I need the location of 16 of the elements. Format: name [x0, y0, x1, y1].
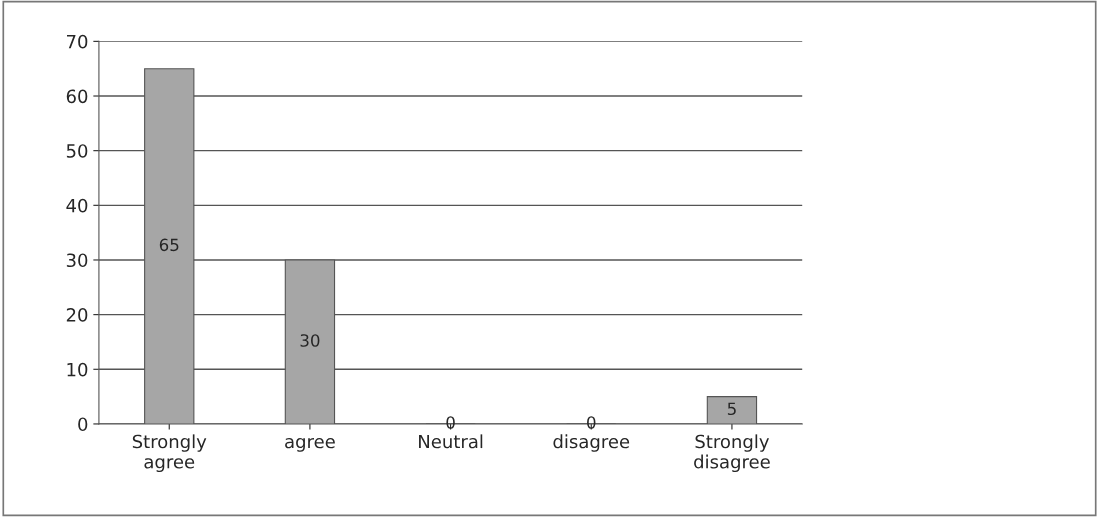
data-label: 65: [159, 238, 179, 252]
x-tick-label: agree: [285, 437, 335, 452]
x-tick-label: disagree: [553, 434, 630, 452]
x-tick-label: Strongly disagree: [694, 434, 770, 473]
y-tick-label: 60: [66, 89, 88, 104]
data-label: 5: [727, 402, 736, 416]
y-tick-label: 20: [66, 308, 88, 322]
y-tick-label: 70: [67, 34, 88, 49]
data-label: 30: [300, 334, 320, 347]
x-tick-label: Neutral: [419, 434, 483, 449]
y-tick-label: 10: [67, 362, 88, 377]
y-tick-label: 50: [66, 144, 88, 158]
y-tick-label: 30: [66, 253, 88, 268]
x-tick-label: Strongly agree: [132, 434, 207, 473]
y-tick-label: 0: [78, 417, 88, 432]
y-tick-label: 40: [66, 198, 88, 213]
